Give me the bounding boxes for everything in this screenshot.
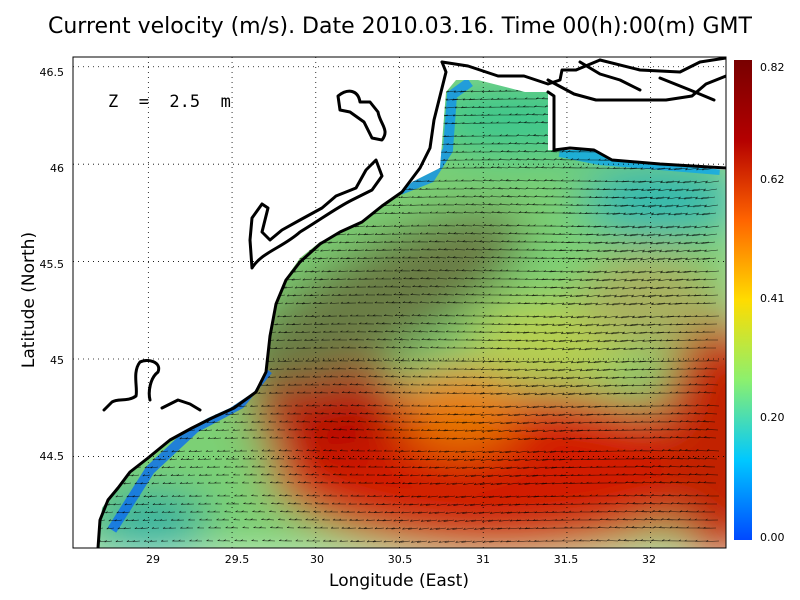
colorbar-label: 0.82: [760, 61, 785, 74]
x-tick-label: 31: [476, 553, 490, 566]
colorbar-label: 0.41: [760, 292, 785, 305]
grid-lines: [73, 57, 726, 548]
y-tick-label: 45.5: [40, 258, 65, 271]
colorbar-label: 0.62: [760, 173, 785, 186]
y-tick-label: 46.5: [40, 66, 65, 79]
x-tick-label: 31.5: [554, 553, 579, 566]
coastline: [96, 57, 726, 548]
plot-frame: [72, 56, 727, 549]
x-tick-label: 29: [146, 553, 160, 566]
x-tick-label: 32: [642, 553, 656, 566]
x-tick-label: 29.5: [225, 553, 250, 566]
y-tick-label: 45: [50, 354, 64, 367]
colorbar-label: 0.20: [760, 411, 785, 424]
x-axis-title: Longitude (East): [329, 571, 469, 591]
x-tick-label: 30: [310, 553, 324, 566]
y-tick-label: 46: [50, 162, 64, 175]
y-tick-label: 44.5: [40, 450, 65, 463]
depth-label: Z = 2.5 m: [108, 92, 231, 112]
colorbar: [734, 60, 752, 540]
y-axis-title: Latitude (North): [19, 232, 39, 368]
colorbar-label: 0.00: [760, 531, 785, 544]
x-tick-label: 30.5: [388, 553, 413, 566]
map-title: Current velocity (m/s). Date 2010.03.16.…: [48, 14, 752, 39]
